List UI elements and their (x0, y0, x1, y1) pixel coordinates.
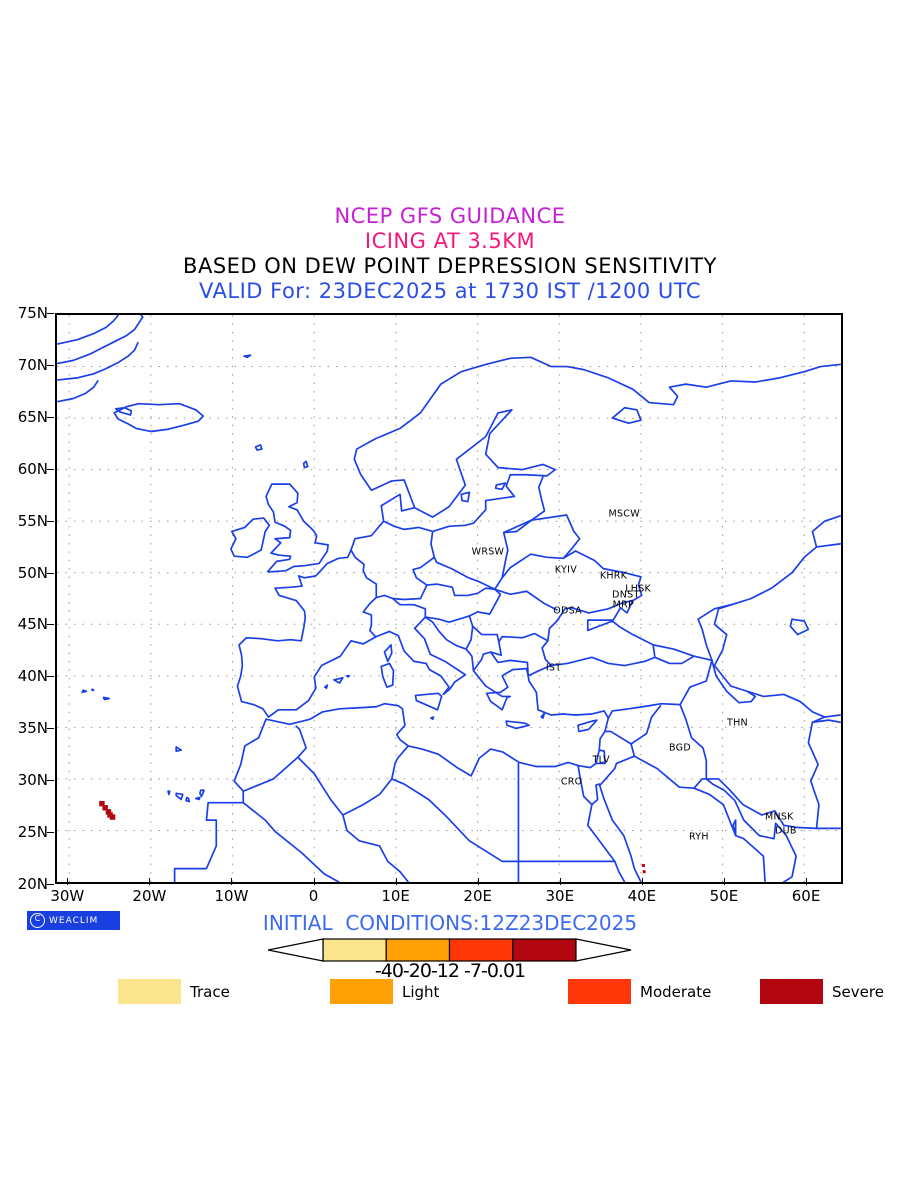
x-axis-label: 0 (308, 887, 319, 905)
y-axis-label: 30N (17, 771, 48, 790)
city-label-ist: IST (545, 662, 562, 674)
map-gridlines (57, 315, 841, 882)
x-axis-label: 30W (50, 887, 85, 905)
map-frame: MSCW WRSW KYIV KHRK LHSK DNST MRP ODSA IST THN BGD… (55, 313, 843, 884)
city-label-mscw: MSCW (608, 508, 640, 520)
city-label-wrsw: WRSW (471, 546, 505, 558)
y-axis-label: 35N (17, 719, 48, 738)
x-axis-tick (477, 878, 479, 885)
legend-label-moderate: Moderate (640, 982, 712, 1001)
city-label-khrk: KHRK (599, 570, 628, 582)
city-label-cro: CRO (560, 776, 583, 788)
legend-swatch-light (330, 979, 393, 1004)
city-label-ryh: RYH (688, 831, 709, 843)
map-canvas (57, 315, 841, 882)
y-axis-tick (47, 780, 54, 782)
title-line-product: ICING AT 3.5KM (364, 229, 536, 253)
title-line-valid: VALID For: 23DEC2025 at 1730 IST /1200 U… (198, 279, 701, 303)
y-axis-label: 45N (17, 615, 48, 634)
x-axis-label: 10W (214, 887, 249, 905)
x-axis-label: 50E (709, 887, 739, 905)
weaclim-label: WEACLIM (49, 915, 99, 926)
x-axis-tick (67, 878, 69, 885)
copyright-icon: C (30, 913, 45, 928)
x-axis-label: 10E (381, 887, 410, 905)
x-axis-label: 20E (463, 887, 492, 905)
y-axis-label: 60N (17, 459, 48, 478)
title-line-method: BASED ON DEW POINT DEPRESSION SENSITIVIT… (183, 254, 717, 278)
y-axis-tick (47, 313, 54, 314)
y-axis-label: 75N (17, 304, 48, 322)
map-coastlines (57, 315, 841, 882)
y-axis-label: 20N (17, 875, 48, 893)
x-axis-label: 30E (545, 887, 575, 905)
colorbar (0, 936, 900, 964)
legend-item-moderate: Moderate (568, 979, 711, 1004)
y-axis-tick (47, 364, 54, 366)
colorbar-extend-high (575, 938, 632, 962)
x-axis-tick (395, 878, 397, 885)
y-axis-tick (47, 884, 54, 885)
x-axis-tick (313, 878, 315, 885)
x-axis-tick (149, 878, 151, 885)
y-axis-label: 40N (17, 667, 48, 686)
legend: Trace Light Moderate Severe (0, 979, 900, 1009)
legend-label-severe: Severe (832, 982, 884, 1001)
x-axis-label: 60E (791, 887, 821, 905)
title-block: NCEP GFS GUIDANCE ICING AT 3.5KM BASED O… (0, 204, 900, 303)
y-axis-label: 25N (17, 823, 48, 842)
y-axis-tick (47, 728, 54, 730)
colorbar-bin-light (385, 938, 451, 962)
y-axis-label: 70N (17, 355, 48, 374)
legend-label-trace: Trace (190, 982, 230, 1001)
x-axis-tick (806, 878, 808, 885)
weaclim-watermark: C WEACLIM (27, 911, 120, 930)
y-axis-tick (47, 520, 54, 522)
city-label-kyiv: KYIV (554, 564, 578, 576)
city-label-lhsk: LHSK (625, 583, 652, 595)
colorbar-extend-low (268, 938, 324, 962)
colorbar-tick-labels: -40-20-12 -7-0.01 (374, 960, 526, 982)
y-axis-tick (47, 832, 54, 834)
x-axis-label: 20W (132, 887, 167, 905)
city-label-tlv: TLV (592, 754, 610, 766)
x-axis-tick (641, 878, 643, 885)
colorbar-bin-severe (512, 938, 577, 962)
city-label-dub: DUB (775, 825, 797, 837)
y-axis-tick (47, 572, 54, 574)
y-axis-tick (47, 676, 54, 678)
legend-item-light: Light (330, 979, 439, 1004)
title-line-agency: NCEP GFS GUIDANCE (334, 204, 566, 228)
colorbar-bin-trace (322, 938, 387, 962)
legend-swatch-trace (118, 979, 181, 1004)
colorbar-bin-moderate (448, 938, 514, 962)
colorbar-svg (268, 938, 632, 962)
y-axis-tick (47, 468, 54, 470)
legend-item-trace: Trace (118, 979, 230, 1004)
city-label-thn: THN (726, 717, 748, 729)
city-label-dnst: DNST (612, 589, 640, 601)
legend-swatch-severe (760, 979, 823, 1004)
x-axis-tick (723, 878, 725, 885)
y-axis-label: 55N (17, 511, 48, 530)
x-axis-tick (231, 878, 233, 885)
city-label-mnsk: MNSK (764, 811, 794, 823)
y-axis-tick (47, 416, 54, 418)
legend-item-severe: Severe (760, 979, 884, 1004)
y-axis-label: 65N (17, 407, 48, 426)
x-axis-label: 40E (627, 887, 657, 905)
y-axis-tick (47, 624, 54, 626)
icing-data-layer (99, 800, 646, 874)
y-axis-label: 50N (17, 563, 48, 582)
legend-swatch-moderate (568, 979, 631, 1004)
legend-label-light: Light (402, 982, 440, 1001)
city-label-odsa: ODSA (553, 605, 582, 617)
city-label-mrp: MRP (612, 599, 635, 611)
initial-conditions-text: INITIAL CONDITIONS:12Z23DEC2025 (262, 911, 638, 935)
x-axis-tick (559, 878, 561, 885)
city-label-bgd: BGD (669, 742, 691, 754)
